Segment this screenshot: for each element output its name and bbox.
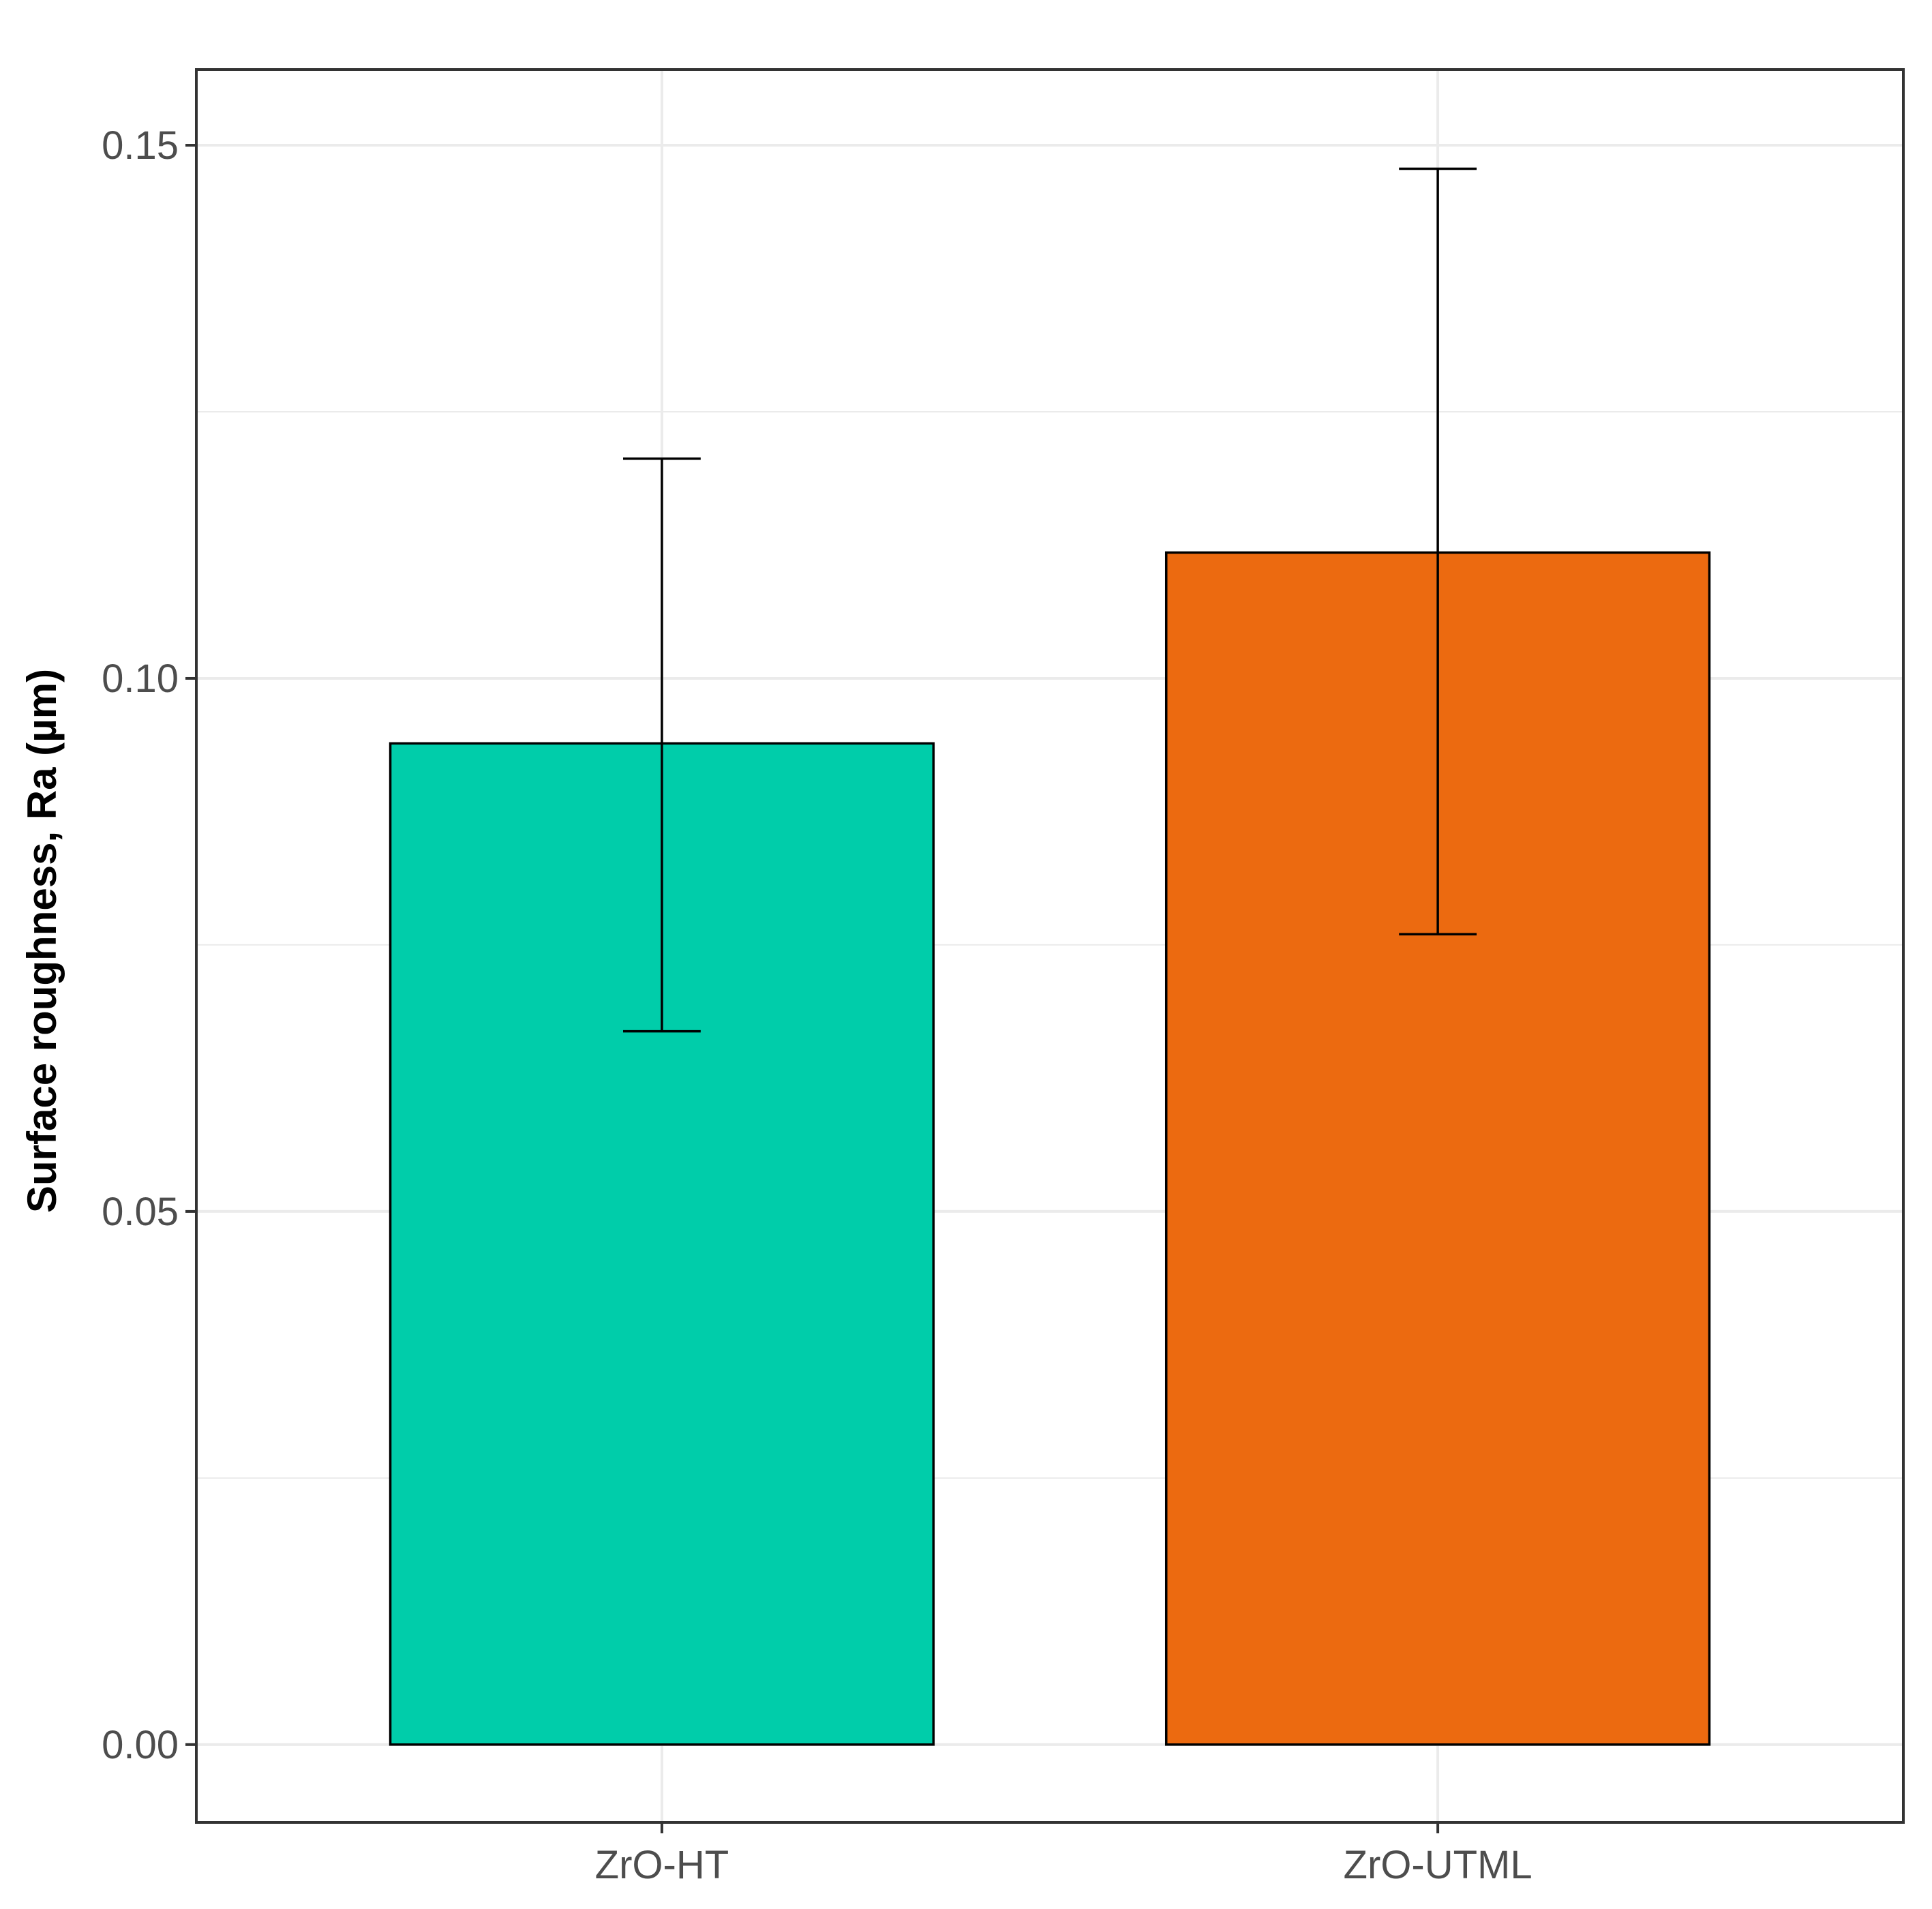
y-tick-label: 0.00 — [102, 1723, 179, 1767]
x-tick-label: ZrO-HT — [595, 1843, 729, 1887]
y-axis-title: Surface roughness, Ra (µm) — [19, 669, 65, 1213]
errorbars-layer — [623, 167, 1477, 1033]
y-tick-label: 0.05 — [102, 1190, 179, 1234]
axes-layer: 0.00 0.05 0.10 0.15 ZrO-HT ZrO-UTML — [102, 123, 1533, 1887]
x-tick-label: ZrO-UTML — [1344, 1843, 1533, 1887]
y-tick-label: 0.15 — [102, 123, 179, 168]
plot-frame — [195, 68, 1905, 1824]
y-tick-label: 0.10 — [102, 657, 179, 701]
